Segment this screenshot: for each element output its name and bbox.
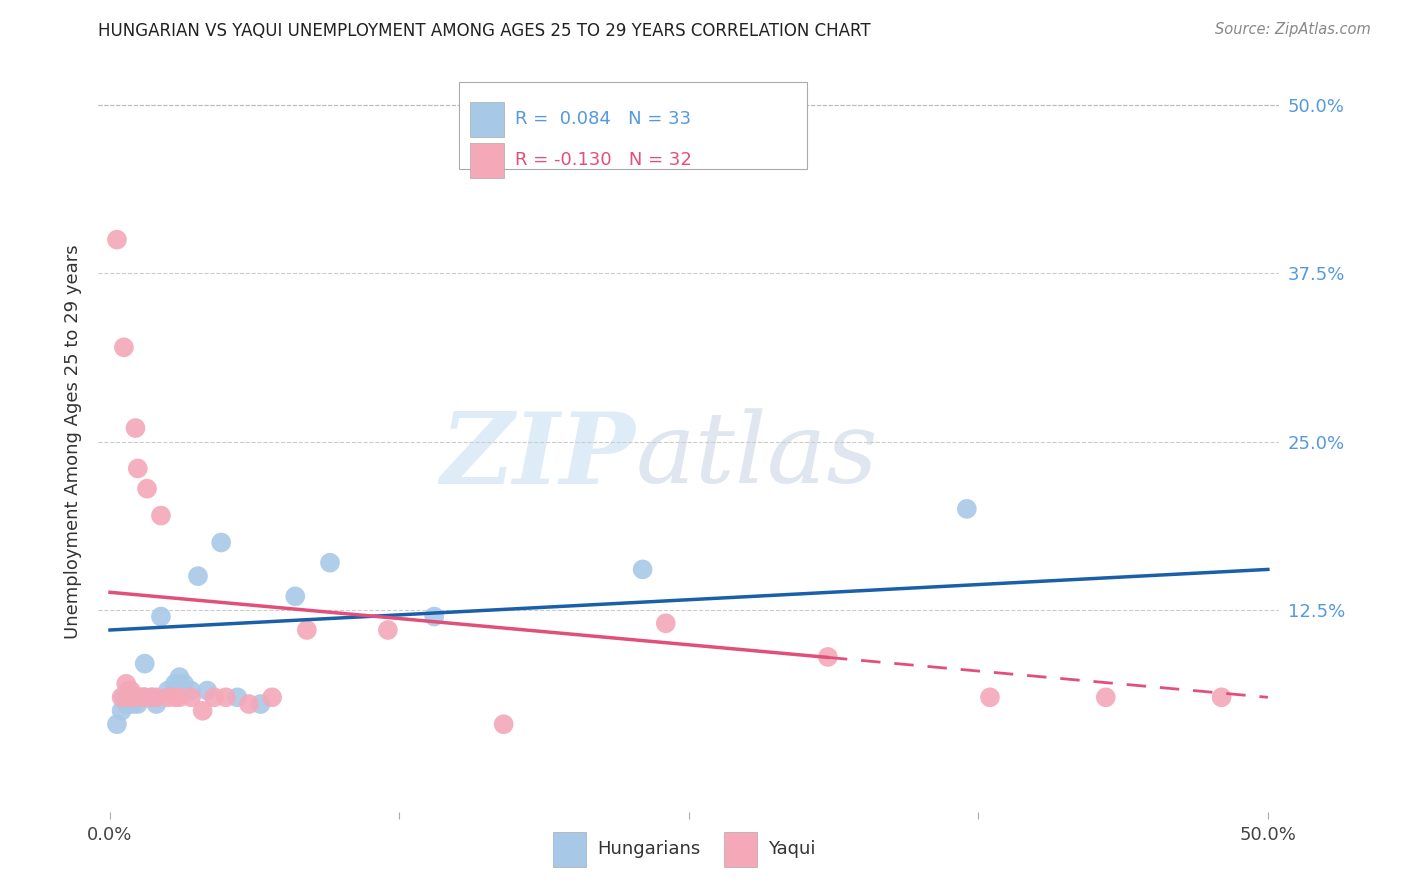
Point	[124, 421, 146, 435]
Point	[122, 697, 145, 711]
Point	[249, 697, 271, 711]
Point	[127, 697, 149, 711]
Point	[117, 683, 139, 698]
Bar	[553, 831, 586, 867]
Point	[195, 683, 218, 698]
Point	[120, 690, 142, 705]
Point	[145, 697, 167, 711]
Point	[191, 704, 214, 718]
Point	[377, 623, 399, 637]
Point	[156, 683, 179, 698]
Point	[134, 657, 156, 671]
Point	[105, 233, 128, 247]
Point	[202, 690, 225, 705]
Point	[238, 697, 260, 711]
Point	[979, 690, 1001, 705]
Point	[141, 690, 163, 705]
Point	[105, 717, 128, 731]
Point	[631, 562, 654, 576]
Point	[145, 690, 167, 705]
Text: R =  0.084   N = 33: R = 0.084 N = 33	[516, 111, 692, 128]
Point	[319, 556, 342, 570]
Point	[169, 690, 191, 705]
Text: Yaqui: Yaqui	[768, 840, 815, 858]
Point	[187, 569, 209, 583]
Point	[492, 717, 515, 731]
Bar	[471, 102, 503, 137]
Y-axis label: Unemployment Among Ages 25 to 29 years: Unemployment Among Ages 25 to 29 years	[65, 244, 83, 639]
Point	[423, 609, 446, 624]
Point	[655, 616, 678, 631]
Point	[117, 690, 139, 705]
Text: HUNGARIAN VS YAQUI UNEMPLOYMENT AMONG AGES 25 TO 29 YEARS CORRELATION CHART: HUNGARIAN VS YAQUI UNEMPLOYMENT AMONG AG…	[98, 22, 872, 40]
Point	[163, 690, 186, 705]
Point	[141, 690, 163, 705]
Point	[180, 690, 202, 705]
Point	[1211, 690, 1233, 705]
Point	[136, 482, 159, 496]
Text: Source: ZipAtlas.com: Source: ZipAtlas.com	[1215, 22, 1371, 37]
Point	[127, 461, 149, 475]
Text: R = -0.130   N = 32: R = -0.130 N = 32	[516, 152, 692, 169]
Point	[262, 690, 284, 705]
Point	[284, 590, 307, 604]
FancyBboxPatch shape	[458, 82, 807, 169]
Point	[134, 690, 156, 705]
Point	[169, 670, 191, 684]
Point	[122, 690, 145, 705]
Point	[122, 690, 145, 705]
Point	[112, 340, 135, 354]
Point	[115, 697, 138, 711]
Point	[180, 683, 202, 698]
Point	[149, 609, 172, 624]
Point	[156, 690, 179, 705]
Point	[110, 690, 132, 705]
Bar	[724, 831, 758, 867]
Point	[149, 508, 172, 523]
Point	[129, 690, 152, 705]
Point	[226, 690, 249, 705]
Point	[1094, 690, 1116, 705]
Point	[215, 690, 238, 705]
Point	[110, 704, 132, 718]
Point	[163, 677, 186, 691]
Point	[134, 690, 156, 705]
Point	[112, 690, 135, 705]
Point	[295, 623, 318, 637]
Text: atlas: atlas	[636, 409, 879, 504]
Point	[115, 690, 138, 705]
Bar	[471, 143, 503, 178]
Text: Hungarians: Hungarians	[596, 840, 700, 858]
Point	[131, 690, 153, 705]
Point	[120, 683, 142, 698]
Point	[173, 677, 195, 691]
Point	[124, 690, 146, 705]
Point	[956, 501, 979, 516]
Text: ZIP: ZIP	[441, 409, 636, 505]
Point	[117, 697, 139, 711]
Point	[817, 649, 839, 664]
Point	[209, 535, 232, 549]
Point	[115, 677, 138, 691]
